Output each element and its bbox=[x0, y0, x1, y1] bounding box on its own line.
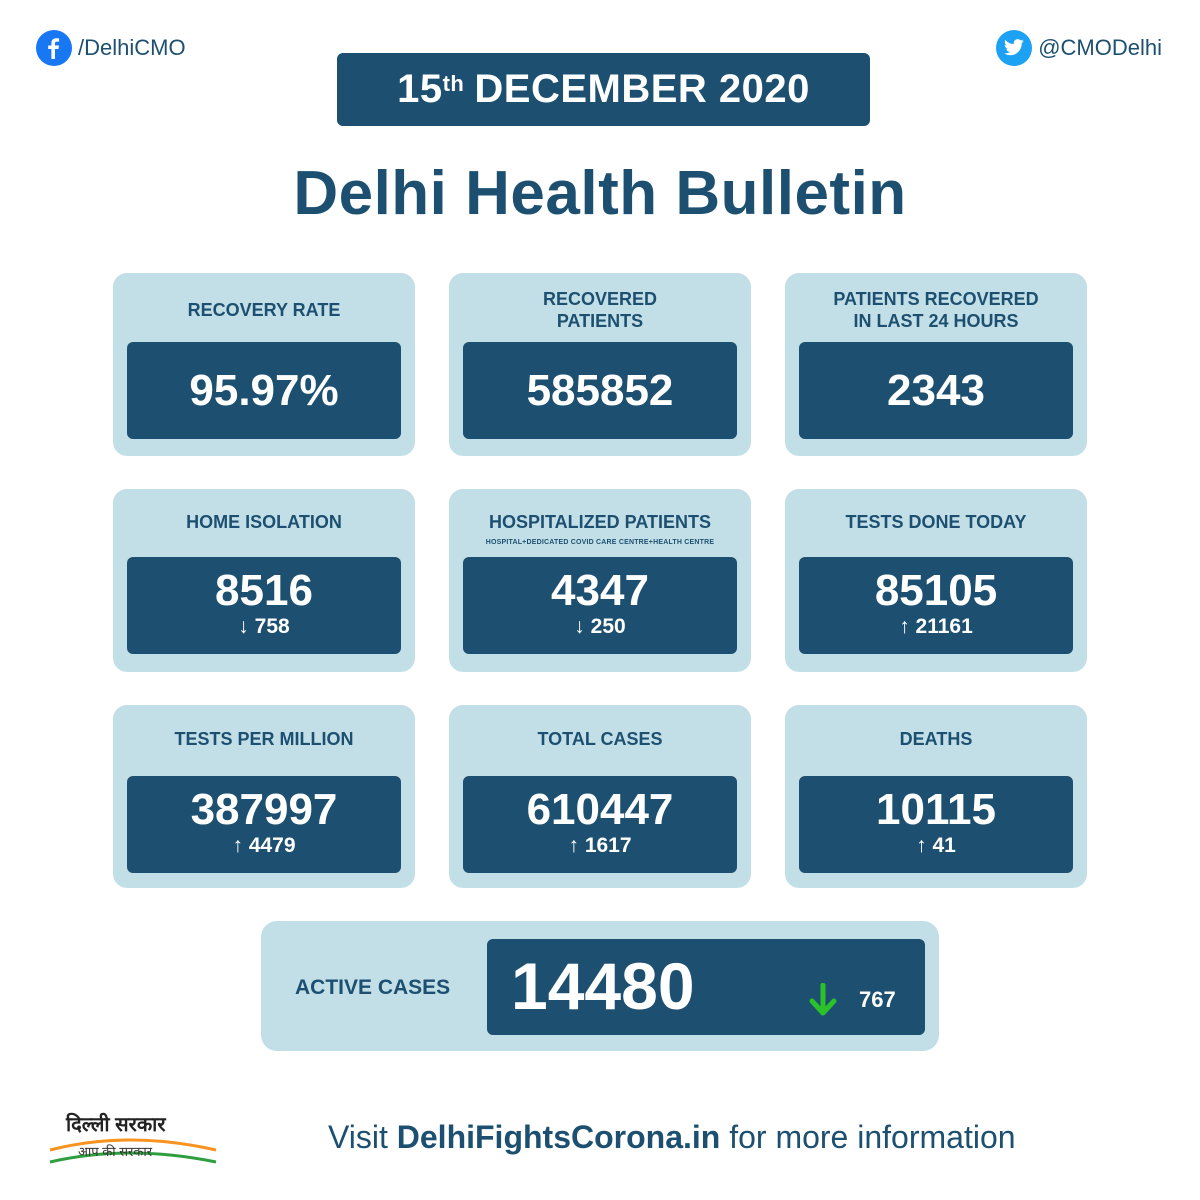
stat-value: 610447 bbox=[526, 785, 674, 834]
date-month-year: DECEMBER 2020 bbox=[474, 67, 810, 111]
stat-card-tests-today: TESTS DONE TODAY 85105 ↑ 21161 bbox=[785, 489, 1087, 672]
twitter-handle-text: @CMODelhi bbox=[1038, 35, 1162, 60]
stat-label: DEATHS bbox=[899, 729, 973, 749]
stat-delta-value: 41 bbox=[932, 834, 956, 857]
stat-delta: ↑ 21161 bbox=[799, 615, 1073, 639]
stat-card-total-cases: TOTAL CASES 610447 ↑ 1617 bbox=[449, 705, 751, 888]
stat-sublabel: HOSPITAL+DEDICATED COVID CARE CENTRE+HEA… bbox=[485, 539, 715, 546]
footer-visit-suffix: for more information bbox=[720, 1119, 1016, 1155]
stat-value-box: 2343 bbox=[799, 342, 1073, 439]
stat-value: 387997 bbox=[190, 785, 338, 834]
stat-card-recovery-rate: RECOVERY RATE 95.97% bbox=[113, 273, 415, 456]
footer-visit-text: Visit DelhiFightsCorona.in for more info… bbox=[328, 1119, 1016, 1156]
stat-value: 8516 bbox=[215, 566, 313, 615]
arrow-up-icon: ↑ bbox=[899, 615, 916, 638]
arrow-down-icon bbox=[809, 983, 837, 1016]
stat-value: 4347 bbox=[551, 566, 649, 615]
twitter-handle[interactable]: @CMODelhi bbox=[996, 30, 1162, 66]
arrow-up-icon: ↑ bbox=[916, 834, 933, 857]
footer-visit-prefix: Visit bbox=[328, 1119, 397, 1155]
stat-value-box: 387997 ↑ 4479 bbox=[127, 776, 401, 873]
active-cases-value-box: 14480 767 bbox=[487, 939, 925, 1035]
active-cases-card: ACTIVE CASES 14480 767 bbox=[261, 921, 939, 1051]
stat-value-box: 95.97% bbox=[127, 342, 401, 439]
arrow-up-icon: ↑ bbox=[568, 834, 585, 857]
stat-label: PATIENTS RECOVERED IN LAST 24 HOURS bbox=[833, 289, 1039, 331]
page-title: Delhi Health Bulletin bbox=[293, 159, 907, 228]
facebook-handle-text: /DelhiCMO bbox=[78, 35, 186, 60]
stat-value-box: 10115 ↑ 41 bbox=[799, 776, 1073, 873]
stat-label: RECOVERY RATE bbox=[187, 300, 341, 320]
arrow-down-icon: ↓ bbox=[238, 615, 255, 638]
stat-delta-value: 21161 bbox=[915, 615, 973, 638]
stat-label: RECOVERED PATIENTS bbox=[542, 289, 658, 331]
stat-value-box: 585852 bbox=[463, 342, 737, 439]
stat-value: 10115 bbox=[876, 785, 996, 834]
stat-delta: ↑ 1617 bbox=[463, 834, 737, 858]
stat-value: 585852 bbox=[526, 365, 674, 415]
arrow-down-icon: ↓ bbox=[574, 615, 591, 638]
facebook-handle[interactable]: /DelhiCMO bbox=[36, 30, 186, 66]
logo-line2: आप की सरकार bbox=[78, 1144, 153, 1159]
stat-value: 95.97% bbox=[189, 365, 339, 415]
stat-value: 85105 bbox=[874, 566, 998, 615]
stat-card-deaths: DEATHS 10115 ↑ 41 bbox=[785, 705, 1087, 888]
stat-value-box: 85105 ↑ 21161 bbox=[799, 557, 1073, 654]
tricolor-swoosh-icon bbox=[49, 1138, 217, 1164]
stat-value-box: 610447 ↑ 1617 bbox=[463, 776, 737, 873]
active-cases-value: 14480 bbox=[511, 949, 695, 1023]
stat-label: HOSPITALIZED PATIENTS bbox=[488, 512, 711, 532]
stat-card-tests-per-million: TESTS PER MILLION 387997 ↑ 4479 bbox=[113, 705, 415, 888]
stat-delta: ↓ 758 bbox=[127, 615, 401, 639]
date-day: 15 bbox=[397, 67, 443, 111]
stat-label: TESTS PER MILLION bbox=[174, 729, 354, 749]
footer-site-link[interactable]: DelhiFightsCorona.in bbox=[396, 1119, 721, 1155]
stat-label: HOME ISOLATION bbox=[186, 512, 342, 532]
facebook-icon bbox=[36, 30, 72, 66]
stat-card-recovered-patients: RECOVERED PATIENTS 585852 bbox=[449, 273, 751, 456]
logo-line1: दिल्ली सरकार bbox=[66, 1114, 166, 1136]
stat-delta-value: 1617 bbox=[584, 834, 632, 857]
stat-delta-value: 250 bbox=[590, 615, 626, 638]
stat-value-box: 4347 ↓ 250 bbox=[463, 557, 737, 654]
stat-card-hospitalized: HOSPITALIZED PATIENTS HOSPITAL+DEDICATED… bbox=[449, 489, 751, 672]
stat-value-box: 8516 ↓ 758 bbox=[127, 557, 401, 654]
stat-value: 2343 bbox=[887, 365, 985, 415]
stat-label: TOTAL CASES bbox=[537, 729, 663, 749]
arrow-up-icon: ↑ bbox=[232, 834, 249, 857]
stat-delta: ↑ 41 bbox=[799, 834, 1073, 858]
stat-delta-value: 4479 bbox=[248, 834, 296, 857]
active-cases-delta: 767 bbox=[859, 987, 896, 1012]
active-cases-label: ACTIVE CASES bbox=[295, 976, 451, 999]
stat-card-home-isolation: HOME ISOLATION 8516 ↓ 758 bbox=[113, 489, 415, 672]
date-suffix: th bbox=[442, 70, 465, 96]
stat-delta: ↓ 250 bbox=[463, 615, 737, 639]
twitter-icon bbox=[996, 30, 1033, 66]
stat-delta: ↑ 4479 bbox=[127, 834, 401, 858]
stat-delta-value: 758 bbox=[254, 615, 290, 638]
stat-label: TESTS DONE TODAY bbox=[845, 512, 1027, 532]
stat-card-recovered-24h: PATIENTS RECOVERED IN LAST 24 HOURS 2343 bbox=[785, 273, 1087, 456]
delhi-govt-logo: दिल्ली सरकार आप की सरकार bbox=[48, 1110, 218, 1170]
